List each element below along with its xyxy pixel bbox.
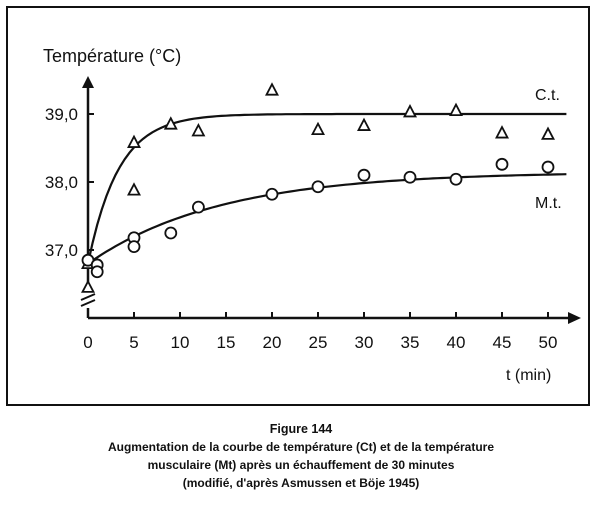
ct-data-point bbox=[403, 104, 417, 118]
ct-data-point bbox=[81, 279, 95, 293]
ct-fit-curve bbox=[86, 112, 567, 264]
data-points bbox=[81, 82, 555, 293]
mt-data-point bbox=[90, 265, 104, 279]
x-tick-label: 35 bbox=[401, 333, 420, 352]
ct-data-point bbox=[495, 125, 509, 139]
x-axis-arrow bbox=[568, 312, 581, 324]
mt-data-point bbox=[127, 240, 141, 254]
mt-fit-curve bbox=[87, 173, 567, 265]
mt-data-point bbox=[357, 168, 371, 182]
mt-data-point bbox=[495, 157, 509, 171]
mt-data-point bbox=[164, 226, 178, 240]
x-axis-title: t (min) bbox=[506, 367, 551, 384]
fit-curves bbox=[86, 112, 567, 265]
y-tick-label: 38,0 bbox=[45, 173, 78, 192]
y-tick-label: 37,0 bbox=[45, 241, 78, 260]
axes: 0 5 10 15 20 25 30 35 40 45 50 37,0 38,0 39,0 bbox=[45, 76, 581, 352]
x-tick-label: 5 bbox=[129, 333, 138, 352]
mt-data-point bbox=[403, 170, 417, 184]
series-label-mt: M.t. bbox=[535, 195, 562, 212]
y-axis-title: Température (°C) bbox=[43, 46, 181, 66]
x-tick-label: 20 bbox=[263, 333, 282, 352]
y-tick-label: 39,0 bbox=[45, 105, 78, 124]
x-tick-label: 0 bbox=[83, 333, 92, 352]
series-label-ct: C.t. bbox=[535, 87, 560, 104]
axis-break-mark bbox=[80, 293, 96, 301]
ct-data-point bbox=[163, 116, 178, 130]
ct-data-point bbox=[127, 134, 141, 148]
ct-data-point bbox=[541, 126, 555, 140]
mt-data-point bbox=[311, 180, 325, 194]
figure-caption-line-3: (modifié, d'après Asmussen et Böje 1945) bbox=[182, 476, 420, 490]
figure-number: Figure 144 bbox=[269, 422, 333, 436]
temperature-chart: Température (°C) 0 5 10 15 20 25 30 35 40 45 50 37,… bbox=[43, 46, 581, 384]
ct-data-point bbox=[449, 102, 463, 116]
mt-data-point bbox=[191, 200, 205, 214]
x-tick-label: 10 bbox=[171, 333, 190, 352]
x-tick-label: 15 bbox=[217, 333, 236, 352]
mt-data-point bbox=[265, 187, 279, 201]
x-tick-label: 30 bbox=[355, 333, 374, 352]
figure-caption-line-1: Augmentation de la courbe de température… bbox=[107, 440, 495, 454]
ct-data-point bbox=[357, 117, 371, 131]
ct-data-point bbox=[265, 82, 279, 96]
ct-data-point bbox=[191, 123, 206, 137]
x-tick-label: 50 bbox=[539, 333, 558, 352]
axis-break-mark bbox=[80, 299, 96, 307]
figure-caption-line-2: musculaire (Mt) après un échauffement de… bbox=[147, 458, 455, 472]
x-tick-label: 25 bbox=[309, 333, 328, 352]
mt-data-point bbox=[449, 172, 463, 186]
chart-frame: Température (°C) 0 5 10 15 20 25 30 35 40 45 50 37,… bbox=[6, 6, 590, 406]
ct-data-point bbox=[311, 121, 325, 136]
x-tick-label: 45 bbox=[493, 333, 512, 352]
x-tick-label: 40 bbox=[447, 333, 466, 352]
ct-data-point bbox=[127, 182, 141, 196]
y-axis-arrow bbox=[82, 76, 94, 88]
mt-data-point bbox=[541, 160, 555, 174]
